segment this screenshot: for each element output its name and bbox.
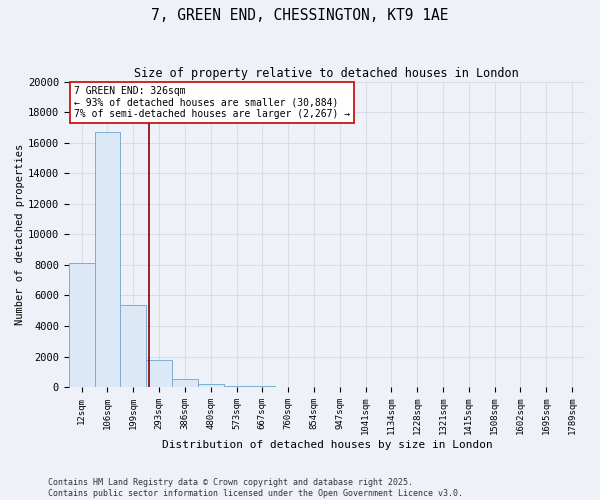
Bar xyxy=(198,384,224,387)
X-axis label: Distribution of detached houses by size in London: Distribution of detached houses by size … xyxy=(161,440,492,450)
Bar xyxy=(121,304,146,387)
Bar xyxy=(69,264,95,387)
Bar xyxy=(250,386,275,387)
Bar xyxy=(95,132,121,387)
Bar xyxy=(224,386,250,387)
Text: 7 GREEN END: 326sqm
← 93% of detached houses are smaller (30,884)
7% of semi-det: 7 GREEN END: 326sqm ← 93% of detached ho… xyxy=(74,86,350,120)
Text: 7, GREEN END, CHESSINGTON, KT9 1AE: 7, GREEN END, CHESSINGTON, KT9 1AE xyxy=(151,8,449,22)
Bar xyxy=(172,380,198,387)
Title: Size of property relative to detached houses in London: Size of property relative to detached ho… xyxy=(134,68,519,80)
Text: Contains HM Land Registry data © Crown copyright and database right 2025.
Contai: Contains HM Land Registry data © Crown c… xyxy=(48,478,463,498)
Bar xyxy=(146,360,172,387)
Y-axis label: Number of detached properties: Number of detached properties xyxy=(15,144,25,325)
